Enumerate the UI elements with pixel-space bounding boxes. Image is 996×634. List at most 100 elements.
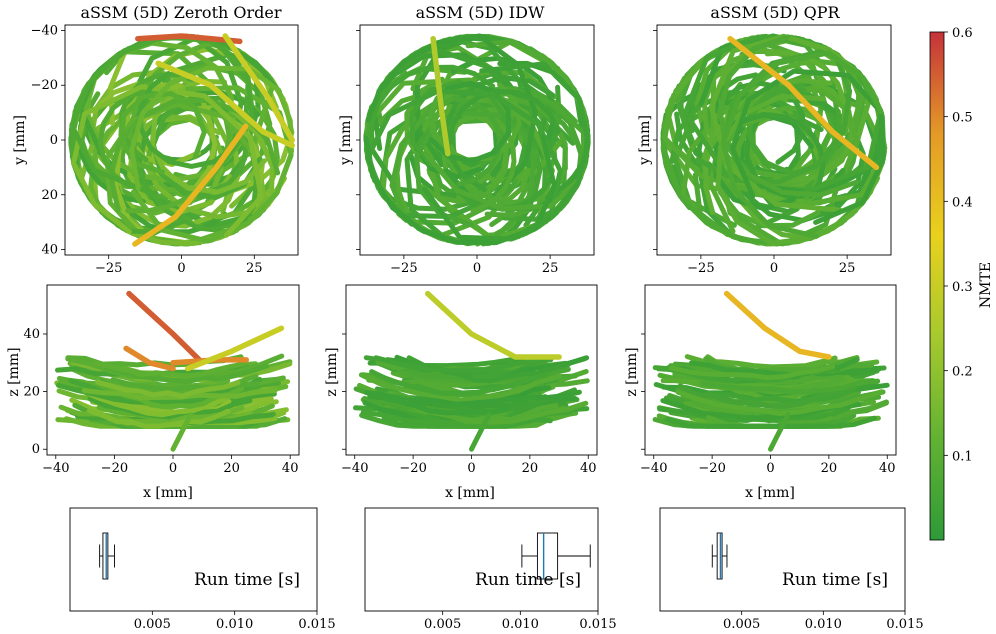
x-tick-label: −20 (399, 461, 426, 476)
runtime-label: Run time [s] (194, 570, 300, 590)
y-axis-label-top: y [mm] (637, 115, 653, 166)
x-axis-label-mid: x [mm] (445, 485, 495, 501)
trajectory (705, 387, 856, 404)
x-axis-label-mid: x [mm] (143, 485, 193, 501)
trajectory (428, 80, 512, 164)
trajectory (82, 388, 242, 418)
colorbar: 0.1 0.2 0.3 0.4 0.5 0.6 NMTE (929, 26, 994, 541)
z-axis-label-mid: z [mm] (6, 347, 22, 396)
highlight-trajectory (723, 290, 832, 360)
colorbar-tick-label: 0.4 (952, 195, 973, 210)
highlight-trajectory (126, 290, 206, 366)
y-axis-label-top: y [mm] (12, 115, 28, 166)
trajectory (69, 35, 255, 194)
x-tick-label: −20 (698, 461, 725, 476)
trajectory (749, 112, 826, 199)
highlight-trajectory (430, 35, 451, 157)
colorbar-label: NMTE (978, 262, 994, 308)
trajectory (363, 134, 557, 245)
trajectory (129, 65, 294, 191)
x-tick-label: 0 (467, 461, 475, 476)
x-tick-label: 25 (542, 261, 559, 276)
trajectory (87, 396, 253, 420)
trajectory (368, 64, 496, 150)
trajectory (713, 112, 815, 212)
colorbar-ticks: 0.1 0.2 0.3 0.4 0.5 0.6 (944, 26, 973, 464)
colorbar-gradient (929, 31, 945, 541)
trajectory-plot-xy: −25 0 25 (653, 24, 892, 276)
trajectory (484, 95, 568, 218)
x-tick-label: 25 (246, 261, 263, 276)
x-tick-label: 0 (473, 261, 481, 276)
trajectory (668, 364, 836, 381)
x-tick-label: −25 (95, 261, 122, 276)
trajectory (675, 389, 884, 416)
x-tick-label: −40 (341, 461, 368, 476)
trajectory (744, 116, 846, 200)
panel-title-zeroth-order: aSSM (5D) Zeroth Order (80, 3, 281, 22)
x-tick-label: 0.010 (216, 617, 253, 632)
x-tick-label: 0.015 (579, 617, 616, 632)
panel-title-idw: aSSM (5D) IDW (416, 3, 545, 22)
trajectory (95, 379, 241, 399)
runtime-boxplot: Run time [s] 0.005 0.010 0.015 (659, 507, 924, 632)
trajectory (741, 97, 866, 223)
highlight-trajectory (135, 33, 243, 45)
y-axis-label-top: y [mm] (338, 115, 354, 166)
x-tick-label: 25 (839, 261, 856, 276)
colorbar-tick-label: 0.3 (952, 280, 973, 295)
x-tick-label: 0.015 (298, 617, 335, 632)
trajectory (369, 369, 549, 396)
x-tick-label: 0.010 (805, 617, 842, 632)
trajectory (358, 372, 563, 403)
trajectory-plot-xz: −40 −20 0 20 40 0 20 40 (23, 284, 300, 476)
highlight-trajectory (727, 35, 880, 171)
axes-frame (69, 507, 318, 612)
z-axis-label-mid: z [mm] (324, 347, 340, 396)
x-tick-label: 0 (177, 261, 185, 276)
trajectory (422, 61, 591, 242)
trajectory (450, 55, 557, 162)
x-tick-label: 40 (580, 461, 597, 476)
highlight-trajectory (132, 123, 249, 247)
y-tick-label: 0 (32, 442, 40, 457)
colorbar-tick-label: 0.1 (952, 449, 973, 464)
trajectory (365, 33, 538, 204)
trajectory (768, 412, 791, 452)
trajectory-plot-xy: −25 0 25 (356, 24, 595, 276)
trajectory-plot-xz: −40 −20 0 20 40 (341, 284, 598, 476)
x-tick-label: 40 (879, 461, 896, 476)
y-tick-label: 20 (23, 385, 40, 400)
colorbar-tick-label: 0.6 (952, 26, 973, 41)
runtime-boxplot: Run time [s] 0.005 0.010 0.015 (69, 507, 336, 632)
x-axis-label-mid: x [mm] (745, 485, 795, 501)
panel-title-qpr: aSSM (5D) QPR (710, 3, 840, 22)
x-tick-label: 0.015 (886, 617, 923, 632)
panels-layer: −25 0 25 40 20 0 −20 −40 −25 0 25 −25 0 25 −40 −20 0 20 40… (23, 23, 923, 632)
trajectory (690, 400, 889, 426)
trajectory (104, 363, 269, 385)
trajectory-plot-xy: −25 0 25 40 20 0 −20 −40 (31, 23, 299, 276)
x-tick-label: −25 (390, 261, 417, 276)
highlight-trajectory (123, 345, 176, 372)
trajectory (699, 378, 881, 395)
x-tick-label: 0 (766, 461, 774, 476)
trajectory (409, 79, 507, 168)
trajectory (170, 412, 194, 452)
trajectory (86, 408, 231, 429)
x-tick-label: 20 (223, 461, 240, 476)
trajectory (664, 415, 878, 429)
trajectory (451, 96, 503, 187)
y-tick-label: −20 (31, 78, 58, 93)
z-axis-label-mid: z [mm] (624, 347, 640, 396)
colorbar-tick-label: 0.5 (952, 111, 973, 126)
trajectory (97, 88, 170, 189)
x-tick-label: 0.005 (134, 617, 171, 632)
x-tick-label: −40 (42, 461, 69, 476)
trajectory (382, 393, 537, 416)
x-tick-label: 0 (169, 461, 177, 476)
x-tick-label: 0.005 (723, 617, 760, 632)
x-tick-label: −25 (687, 261, 714, 276)
axes-frame (659, 507, 906, 612)
